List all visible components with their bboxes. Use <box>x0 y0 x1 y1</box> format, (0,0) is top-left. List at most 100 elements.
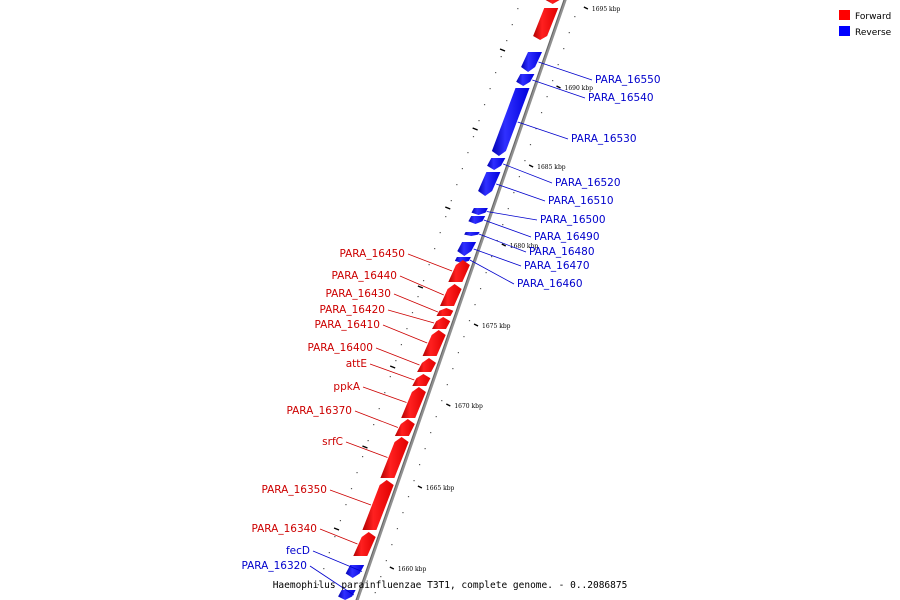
leader-para_16550 <box>538 61 593 81</box>
gene-block-para_16550 <box>521 52 542 72</box>
gene-label-para_16320[interactable]: PARA_16320 <box>241 560 307 572</box>
backbone-edge <box>355 0 565 600</box>
gene-label-ppka[interactable]: ppkA <box>333 381 360 393</box>
tick-label: 1670 kbp <box>454 403 483 410</box>
gene-block-para_16370 <box>394 419 415 436</box>
tick-label: 1695 kbp <box>592 6 621 13</box>
minor-dot <box>356 472 358 474</box>
gene-block-para_16350 <box>362 480 394 530</box>
major-tick <box>417 485 423 489</box>
minor-dot <box>507 208 509 210</box>
gene-label-para_16450[interactable]: PARA_16450 <box>339 248 405 260</box>
minor-dot <box>450 200 452 202</box>
leader-para_16320 <box>309 565 355 596</box>
gene-label-para_16530[interactable]: PARA_16530 <box>571 133 637 145</box>
leader-fecd <box>312 550 363 572</box>
gene-label-para_16520[interactable]: PARA_16520 <box>555 177 621 189</box>
gene-label-para_16490[interactable]: PARA_16490 <box>534 231 600 243</box>
gene-block-ppka <box>401 387 426 418</box>
gene-label-para_16440[interactable]: PARA_16440 <box>331 270 397 282</box>
minor-dot <box>339 520 342 522</box>
minor-dot <box>350 488 353 490</box>
gene-block-para_16440 <box>440 284 462 306</box>
gene-label-atte[interactable]: attE <box>346 358 367 370</box>
minor-dot <box>317 584 319 586</box>
leader-para_16410 <box>382 324 428 344</box>
major-tick <box>528 164 534 168</box>
gene-label-para_16430[interactable]: PARA_16430 <box>325 288 391 300</box>
gene-label-para_16370[interactable]: PARA_16370 <box>286 405 352 417</box>
minor-dot <box>478 120 480 122</box>
minor-dot <box>524 160 526 162</box>
gene-label-srfc[interactable]: srfC <box>322 436 343 448</box>
leader-para_16420 <box>387 309 435 324</box>
major-tick <box>333 527 340 531</box>
gene-label-para_16540[interactable]: PARA_16540 <box>588 92 654 104</box>
map-caption: Haemophilus parainfluenzae T3T1, complet… <box>273 580 628 591</box>
minor-dot <box>378 408 380 410</box>
tick-label: 1680 kbp <box>510 243 539 250</box>
major-tick <box>473 323 479 327</box>
leader-para_16450 <box>407 253 453 272</box>
backbone-line <box>355 0 567 600</box>
leader-srfc <box>345 441 388 458</box>
minor-dot <box>328 552 330 554</box>
gene-label-para_16350[interactable]: PARA_16350 <box>261 484 327 496</box>
minor-dot <box>457 352 460 354</box>
legend-label-forward: Forward <box>855 12 891 22</box>
tick-label: 1675 kbp <box>482 323 511 330</box>
gene-block-para_16510 <box>478 172 501 196</box>
minor-dot <box>345 504 347 506</box>
minor-dot <box>529 144 532 146</box>
gene-label-para_16420[interactable]: PARA_16420 <box>319 304 385 316</box>
minor-dot <box>546 96 548 98</box>
leader-para_16400 <box>375 347 420 366</box>
leader-para_16430 <box>393 293 439 313</box>
gene-block-para_16410 <box>422 330 446 356</box>
minor-dot <box>563 48 565 50</box>
gene-label-para_16550[interactable]: PARA_16550 <box>595 74 661 86</box>
minor-dot <box>361 456 364 458</box>
minor-dot <box>417 296 419 298</box>
gene-label-fecd[interactable]: fecD <box>286 545 310 557</box>
minor-dot <box>552 80 554 82</box>
minor-dot <box>483 104 486 106</box>
minor-dot <box>495 72 497 74</box>
gene-label-para_16510[interactable]: PARA_16510 <box>548 195 614 207</box>
gene-block-para_16340 <box>353 532 376 556</box>
axis-ticks: 1695 kbp 1690 kbp 1685 kbp 1680 kbp 1675 kbp… <box>317 6 621 594</box>
minor-dot <box>418 464 421 466</box>
gene-label-para_16400[interactable]: PARA_16400 <box>307 342 373 354</box>
leader-para_16490 <box>483 219 532 238</box>
gene-label-para_16480[interactable]: PARA_16480 <box>529 246 595 258</box>
minor-dot <box>467 152 469 154</box>
legend: Forward Reverse <box>839 10 892 38</box>
gene-label-para_16470[interactable]: PARA_16470 <box>524 260 590 272</box>
minor-dot <box>407 496 410 498</box>
major-tick <box>499 48 506 52</box>
backbone <box>355 0 567 600</box>
minor-dot <box>395 360 397 362</box>
gene-label-para_16460[interactable]: PARA_16460 <box>517 278 583 290</box>
gene-label-para_16340[interactable]: PARA_16340 <box>251 523 317 535</box>
minor-dot <box>491 256 493 258</box>
gene-label-para_16410[interactable]: PARA_16410 <box>314 319 380 331</box>
minor-dot <box>461 168 463 170</box>
gene-label-para_16500[interactable]: PARA_16500 <box>540 214 606 226</box>
leader-para_16460 <box>469 259 515 285</box>
minor-dot <box>402 512 404 514</box>
minor-dot <box>374 592 376 594</box>
label-leaders <box>309 61 593 596</box>
gene-block-para_16500 <box>471 208 488 215</box>
leader-para_16540 <box>532 79 586 99</box>
minor-dot <box>413 480 415 482</box>
minor-dot <box>479 288 482 290</box>
gene-block-para_16430 <box>436 308 454 316</box>
gene-block-srfc <box>380 437 409 478</box>
minor-dot <box>391 544 393 546</box>
leader-para_16370 <box>354 410 399 428</box>
minor-dot <box>430 432 432 434</box>
gene-block-para_16540 <box>516 74 535 86</box>
minor-dot <box>574 16 576 18</box>
